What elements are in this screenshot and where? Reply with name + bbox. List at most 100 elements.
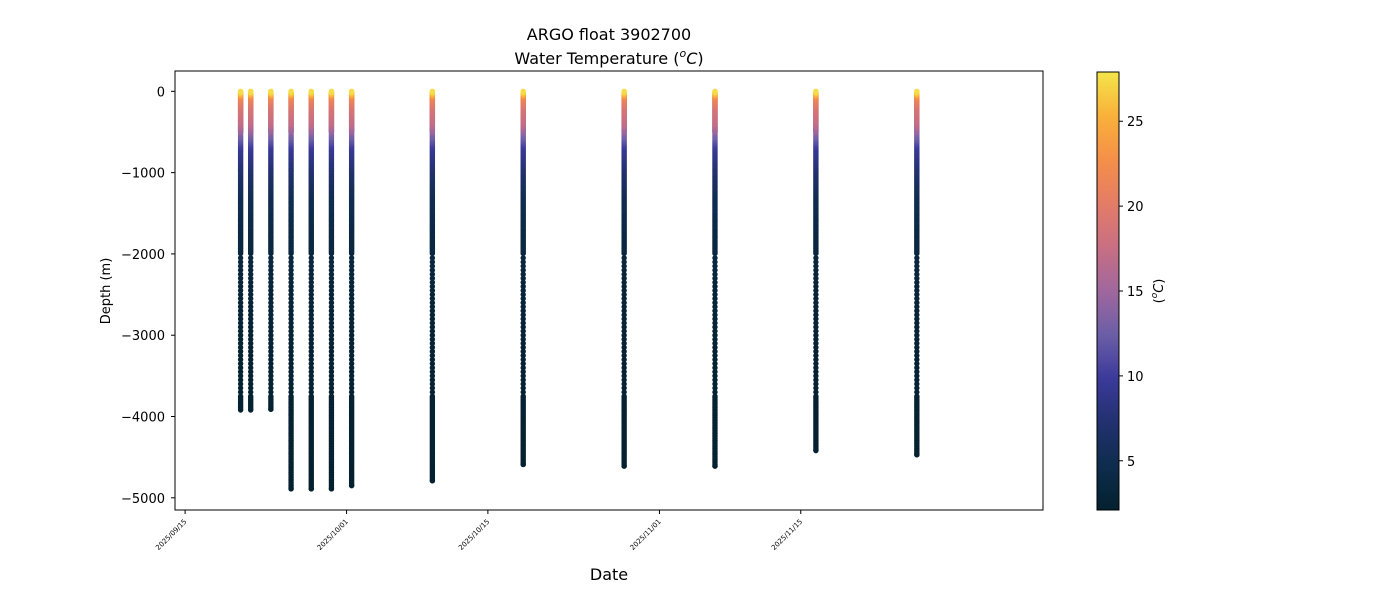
profile-point <box>621 377 627 383</box>
profile-point <box>429 279 436 286</box>
profile-point <box>813 291 819 298</box>
profile-point <box>914 328 920 334</box>
profile-point <box>288 356 294 363</box>
profile-point <box>712 308 718 314</box>
profile-point <box>429 340 436 347</box>
profile-point <box>348 373 355 379</box>
profile-point <box>813 304 819 310</box>
profile-point <box>813 259 819 265</box>
profile-point <box>520 275 526 282</box>
profile-point <box>308 348 314 355</box>
profile-column <box>914 88 920 458</box>
profile-point <box>813 316 819 322</box>
profile-point <box>328 348 335 355</box>
profile-point <box>621 88 627 95</box>
profile-point <box>308 312 314 318</box>
subtitle-unit-base: C <box>686 49 698 68</box>
profile-point <box>348 352 355 359</box>
profile-point <box>621 259 627 265</box>
profile-point <box>268 263 274 269</box>
profile-point <box>288 344 294 351</box>
profile-point <box>813 299 819 306</box>
profile-point <box>268 344 274 351</box>
profile-point <box>237 336 244 342</box>
profile-point <box>248 328 254 334</box>
profile-column <box>621 88 627 469</box>
profile-point <box>621 263 627 269</box>
profile-point <box>712 336 718 342</box>
profile-point <box>308 328 314 334</box>
profile-point <box>429 88 436 95</box>
profile-point <box>429 320 436 326</box>
profile-column <box>813 88 819 454</box>
colorbar-tick-label: 10 <box>1127 370 1144 385</box>
profile-point <box>712 312 718 318</box>
chart-title: ARGO float 3902700 <box>527 25 691 44</box>
profile-point <box>328 316 335 322</box>
profile-point <box>712 356 718 363</box>
profile-point <box>268 336 274 342</box>
profile-point <box>520 377 526 383</box>
profile-point <box>712 381 718 387</box>
profile-point <box>248 340 254 347</box>
profile-point <box>914 360 920 367</box>
profile-point <box>328 381 335 387</box>
profile-point <box>308 352 314 359</box>
profile-point <box>237 304 244 310</box>
profile-point <box>248 385 254 391</box>
profile-point <box>520 324 526 330</box>
profile-point <box>429 393 436 399</box>
profile-column <box>520 88 526 468</box>
profile-point <box>308 304 314 310</box>
profile-point <box>520 356 526 363</box>
profile-point <box>328 304 335 310</box>
profile-point <box>288 304 294 310</box>
profile-point <box>621 312 627 318</box>
profile-point <box>712 320 718 326</box>
profile-point <box>288 324 294 330</box>
profile-point <box>328 259 335 265</box>
profile-point <box>248 291 254 298</box>
profile-point <box>712 259 718 265</box>
profile-point <box>712 279 718 286</box>
profile-point <box>520 295 526 302</box>
profile-point <box>712 88 718 95</box>
profile-point <box>348 385 355 391</box>
profile-point <box>621 381 627 387</box>
profile-point <box>520 267 526 273</box>
profile-point <box>813 348 819 355</box>
profile-point <box>308 291 314 298</box>
profile-point <box>308 295 314 302</box>
profile-point <box>237 320 244 326</box>
profile-point <box>288 373 294 379</box>
profile-point <box>328 377 335 383</box>
profile-point <box>621 352 627 359</box>
profile-point <box>308 255 314 261</box>
profile-point <box>237 373 244 379</box>
profile-point <box>712 328 718 334</box>
profile-point <box>348 308 355 314</box>
profile-point <box>248 299 254 306</box>
profile-point <box>288 385 294 391</box>
colorbar-label-sup: o <box>1150 292 1160 298</box>
profile-point <box>520 320 526 326</box>
profile-point <box>914 275 920 282</box>
profile-point <box>429 255 436 261</box>
profile-point <box>248 377 254 383</box>
profile-point <box>813 385 819 391</box>
profile-point <box>237 356 244 363</box>
profile-point <box>237 385 244 391</box>
colorbar-tick-label: 5 <box>1127 455 1135 470</box>
colorbar-tick-label: 15 <box>1127 285 1144 300</box>
profile-point <box>813 287 819 294</box>
y-tick-label: 0 <box>157 85 165 100</box>
profile-point <box>288 291 294 298</box>
profile-column <box>348 88 355 489</box>
profile-point <box>288 393 294 399</box>
profile-point <box>237 283 244 290</box>
profile-column <box>268 88 274 412</box>
profile-point <box>328 389 335 395</box>
profile-point <box>348 267 355 273</box>
profile-point <box>237 352 244 359</box>
profile-point <box>348 312 355 318</box>
